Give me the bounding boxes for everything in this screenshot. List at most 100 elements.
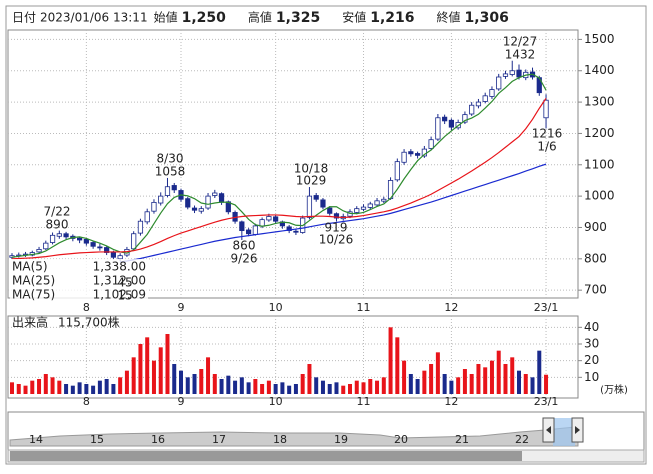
volume-bar xyxy=(368,379,373,394)
volume-bar xyxy=(354,380,359,394)
volume-bar xyxy=(206,357,211,394)
annotation-date: 7/22 xyxy=(44,205,71,219)
y-tick-label: 1400 xyxy=(584,63,615,77)
candle-body xyxy=(543,99,549,119)
scroll-thumb[interactable] xyxy=(10,451,522,461)
volume-bar xyxy=(131,357,136,394)
volume-unit: (万株) xyxy=(600,383,628,396)
volume-bar xyxy=(246,382,251,394)
candle-body xyxy=(185,198,191,208)
header-label: 終値 xyxy=(437,10,461,25)
volume-bar xyxy=(280,382,285,394)
volume-bar xyxy=(10,382,14,394)
volume-bar xyxy=(50,377,55,394)
candle-body xyxy=(137,220,144,234)
candle-body xyxy=(171,185,177,191)
volume-bar xyxy=(395,337,400,394)
navigator-window[interactable] xyxy=(553,418,575,446)
volume-bar xyxy=(145,337,150,394)
volume-bar xyxy=(334,382,339,394)
volume-bar xyxy=(381,377,386,394)
volume-bar xyxy=(226,375,231,394)
volume-bar xyxy=(84,384,89,394)
volume-bar xyxy=(483,367,488,394)
candle-body xyxy=(198,208,204,212)
volume-bar xyxy=(16,384,21,394)
annotation-value: 860 xyxy=(233,239,256,253)
candle-body xyxy=(273,216,279,222)
candle-body xyxy=(164,186,171,196)
header-value: 1,325 xyxy=(276,10,320,26)
volume-bar xyxy=(239,377,244,394)
candle-body xyxy=(245,229,252,235)
y-tick-label: 900 xyxy=(584,220,607,234)
annotation-date: 9/26 xyxy=(231,252,258,266)
volume-bar xyxy=(415,379,420,394)
candle-body xyxy=(131,233,137,250)
navigator-label: 14 xyxy=(29,433,43,446)
candle-body xyxy=(496,76,502,90)
legend-name: MA(5) xyxy=(12,260,48,274)
volume-bar xyxy=(118,377,123,394)
volume-bar xyxy=(97,380,102,394)
candle-body xyxy=(428,139,434,149)
volume-bar xyxy=(388,327,393,394)
volume-bar xyxy=(43,374,48,394)
volume-bar xyxy=(341,385,346,394)
x-tick-label: 8 xyxy=(83,395,90,408)
candle-body xyxy=(516,69,522,78)
volume-bar xyxy=(57,380,62,394)
volume-bar xyxy=(537,350,542,394)
ma-line xyxy=(11,97,547,260)
legend-value: 1,102.09 xyxy=(93,288,146,302)
legend-name: MA(25) xyxy=(12,274,55,288)
candle-body xyxy=(509,70,515,75)
candle-body xyxy=(252,225,258,235)
candle-body xyxy=(313,195,319,200)
candle-body xyxy=(320,199,326,208)
header-label: 日付 xyxy=(12,11,36,25)
x-tick-label: 9 xyxy=(178,301,185,314)
y-tick-label: 10 xyxy=(584,370,599,384)
candle-body xyxy=(56,233,62,237)
navigator-label: 15 xyxy=(90,433,104,446)
candle-body xyxy=(110,251,116,258)
candle-body xyxy=(212,192,218,196)
candle-body xyxy=(394,161,400,181)
candle-body xyxy=(360,206,367,210)
y-tick-label: 20 xyxy=(584,353,599,367)
volume-bar xyxy=(449,380,454,394)
volume-bar xyxy=(104,379,109,394)
y-tick-label: 1300 xyxy=(584,95,615,109)
header-value: 1,216 xyxy=(370,10,414,26)
candle-body xyxy=(354,208,360,213)
candle-body xyxy=(482,95,488,102)
volume-bar xyxy=(212,374,217,394)
header-label: 始値 xyxy=(154,10,178,25)
header-value: 1,250 xyxy=(182,10,227,26)
annotation-value: 890 xyxy=(46,218,69,232)
volume-bar xyxy=(260,384,265,394)
volume-bar xyxy=(77,382,82,394)
candle-body xyxy=(218,193,225,203)
candle-body xyxy=(266,216,272,221)
volume-bar xyxy=(23,385,28,394)
candle-body xyxy=(286,226,292,232)
x-tick-label: 11 xyxy=(357,301,371,314)
volume-bar xyxy=(462,369,467,394)
volume-bar xyxy=(124,370,129,394)
candle-body xyxy=(77,237,83,241)
y-tick-label: 1200 xyxy=(584,126,615,140)
volume-bar xyxy=(489,360,494,394)
annotation-date: 8/30 xyxy=(157,152,184,166)
candle-body xyxy=(36,249,42,253)
volume-bar xyxy=(307,364,312,394)
volume-bar xyxy=(348,384,352,394)
candle-body xyxy=(374,200,380,206)
header-value: 1,306 xyxy=(465,10,509,26)
annotation-date: 10/18 xyxy=(294,162,329,176)
volume-bar xyxy=(314,377,319,394)
volume-bar xyxy=(253,379,258,394)
x-tick-label: 12 xyxy=(444,395,458,408)
candle-body xyxy=(442,116,448,122)
